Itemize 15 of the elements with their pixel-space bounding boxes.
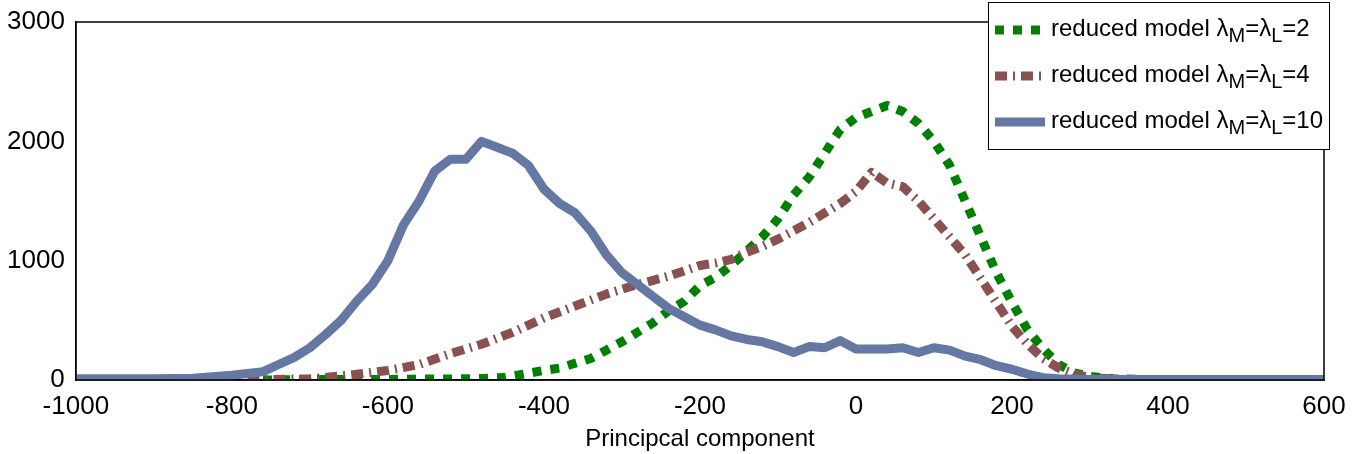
legend-label: reduced model λ$_{M}$=λ$_{L}$=4 <box>1051 59 1310 93</box>
x-tick-label: -200 <box>673 389 726 420</box>
x-tick-label: 0 <box>848 389 864 420</box>
y-tick-label: 2000 <box>7 124 65 155</box>
x-tick-label: 200 <box>990 389 1034 420</box>
legend-label: reduced model λ$_{M}$=λ$_{L}$=2 <box>1051 13 1310 47</box>
legend-label: reduced model λ$_{M}$=λ$_{L}$=10 <box>1051 105 1323 139</box>
x-tick-label: 600 <box>1302 389 1346 420</box>
x-axis-title: Principcal component <box>585 424 815 452</box>
y-tick-label: 3000 <box>7 5 65 36</box>
x-tick-label: -600 <box>361 389 414 420</box>
x-tick-label: -400 <box>517 389 570 420</box>
x-tick-label: -800 <box>205 389 258 420</box>
y-tick-label: 1000 <box>7 243 65 274</box>
x-tick-label: 400 <box>1146 389 1190 420</box>
